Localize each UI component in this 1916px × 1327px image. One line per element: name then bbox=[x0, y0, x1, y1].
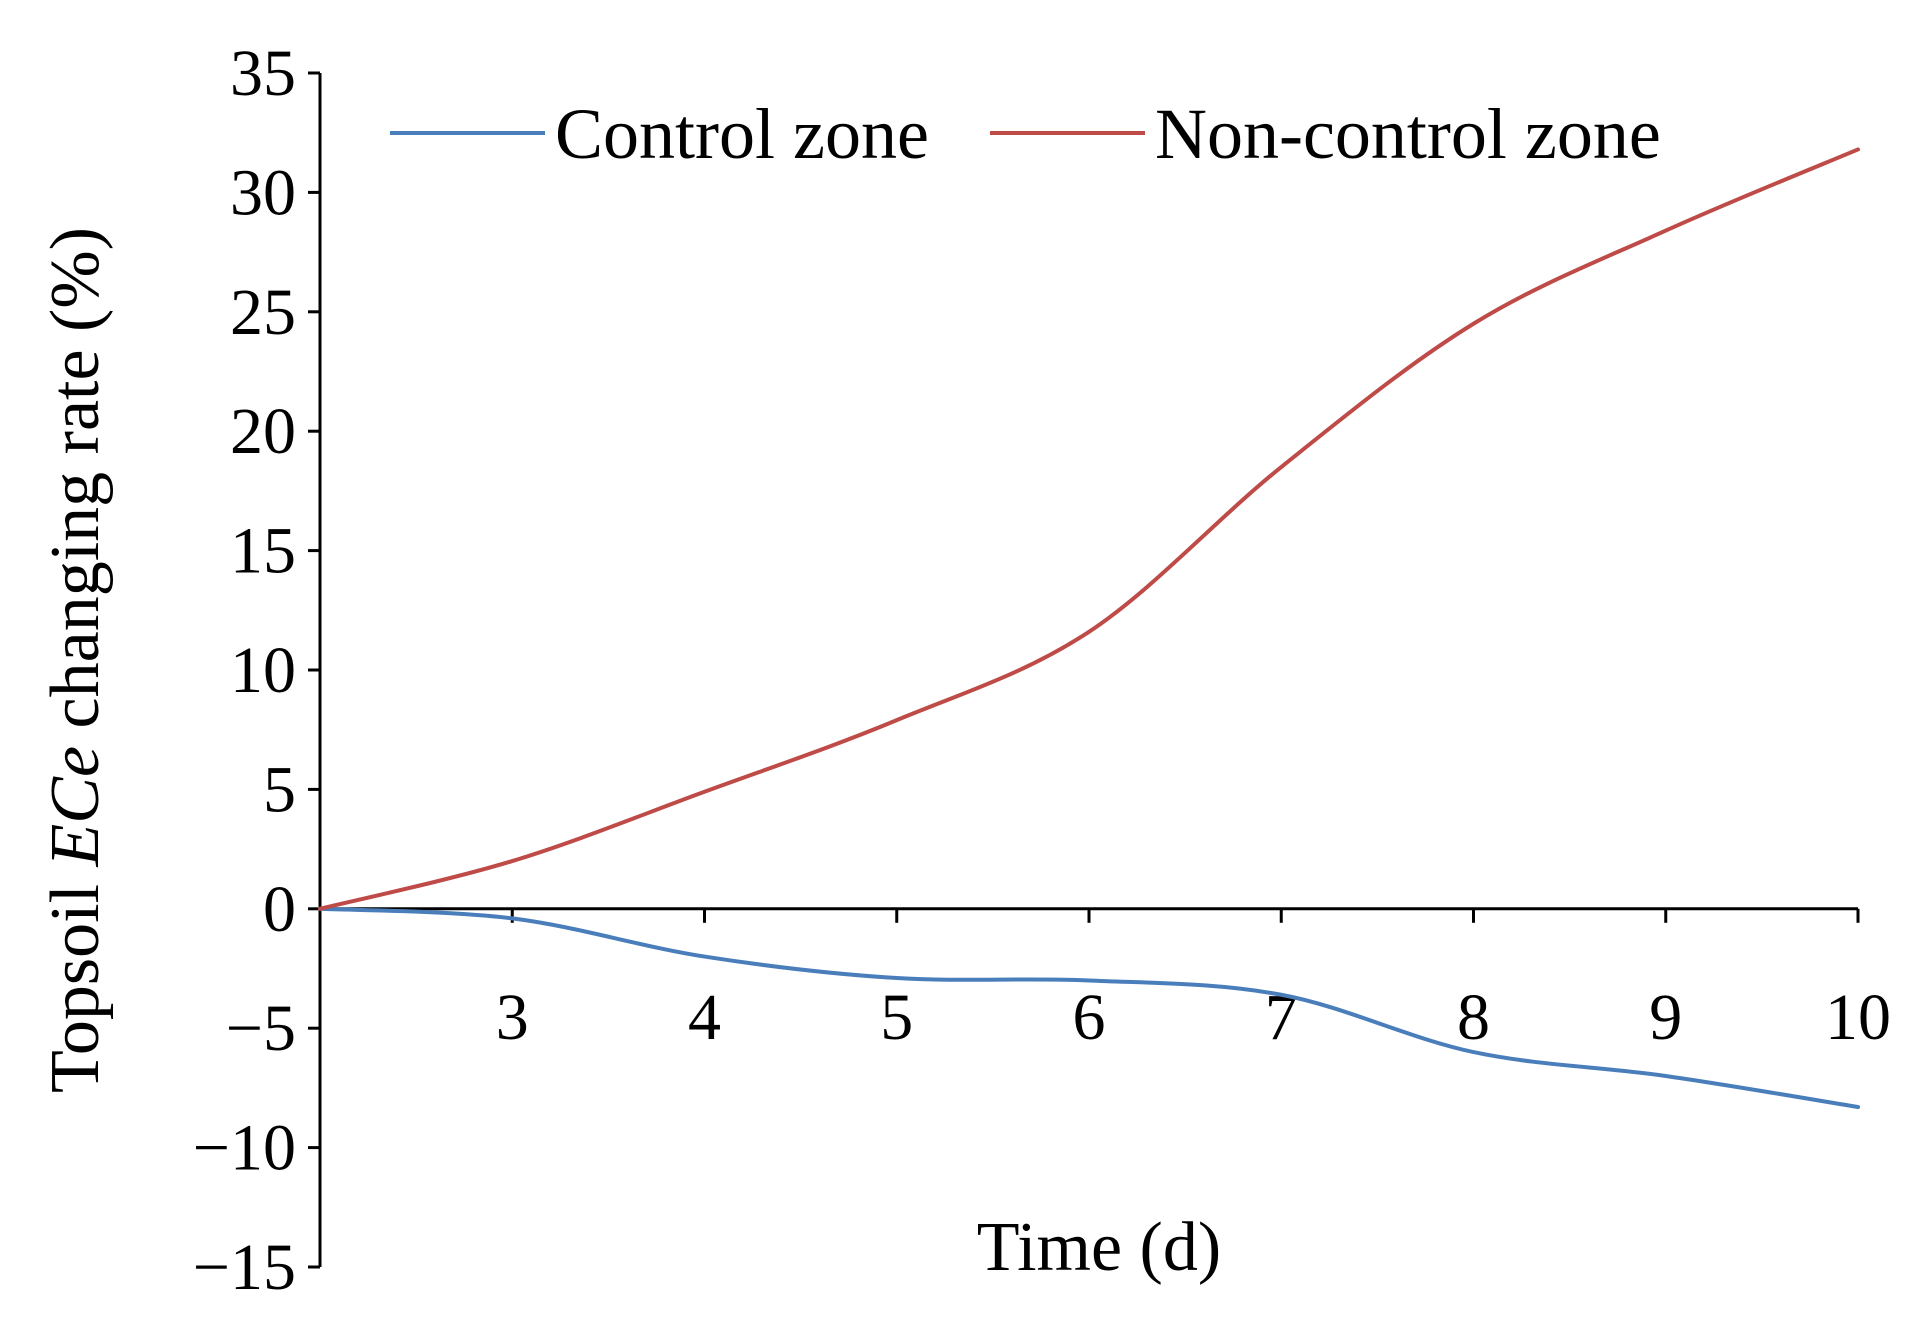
x-tick-label: 5 bbox=[880, 981, 913, 1054]
y-axis: 35 30 25 20 15 10 5 0 −5 −10 −15 bbox=[193, 37, 322, 1304]
y-tick-label: −15 bbox=[193, 1231, 296, 1304]
x-ticks bbox=[510, 908, 1860, 923]
y-axis-title-suffix: changing rate (%) bbox=[37, 227, 114, 746]
y-axis-title-prefix: Topsoil bbox=[37, 866, 114, 1093]
legend: Control zone Non-control zone bbox=[390, 94, 1661, 174]
legend-label-non-control-zone: Non-control zone bbox=[1155, 94, 1661, 174]
x-tick-labels: 3 4 5 6 7 8 9 10 bbox=[496, 981, 1891, 1054]
y-tick-label: 0 bbox=[263, 873, 296, 946]
y-axis-title: Topsoil ECe changing rate (%) bbox=[37, 227, 114, 1093]
x-tick-label: 9 bbox=[1649, 981, 1682, 1054]
y-tick-label: −10 bbox=[193, 1112, 296, 1185]
series-line-non-control-zone bbox=[318, 147, 1860, 911]
x-tick-label: 10 bbox=[1825, 981, 1891, 1054]
x-tick-label: 3 bbox=[496, 981, 529, 1054]
y-axis-title-italic: ECe bbox=[37, 746, 114, 868]
y-tick-label: 10 bbox=[230, 634, 296, 707]
x-tick-label: 6 bbox=[1073, 981, 1106, 1054]
y-tick-label: 5 bbox=[263, 753, 296, 826]
series-line-control-zone bbox=[318, 906, 1860, 1109]
y-ticks bbox=[308, 71, 320, 1269]
x-tick-label: 8 bbox=[1457, 981, 1490, 1054]
y-tick-label: −5 bbox=[226, 992, 296, 1065]
y-tick-label: 30 bbox=[230, 156, 296, 229]
legend-label-control-zone: Control zone bbox=[555, 94, 929, 174]
x-tick-label: 4 bbox=[688, 981, 721, 1054]
x-axis: 3 4 5 6 7 8 9 10 bbox=[320, 907, 1891, 1054]
y-tick-label: 25 bbox=[230, 276, 296, 349]
y-tick-label: 20 bbox=[230, 395, 296, 468]
y-tick-label: 15 bbox=[230, 515, 296, 588]
y-tick-label: 35 bbox=[230, 37, 296, 110]
series-lines bbox=[318, 147, 1860, 1109]
y-tick-labels: 35 30 25 20 15 10 5 0 −5 −10 −15 bbox=[193, 37, 296, 1304]
x-axis-title: Time (d) bbox=[977, 1209, 1221, 1286]
